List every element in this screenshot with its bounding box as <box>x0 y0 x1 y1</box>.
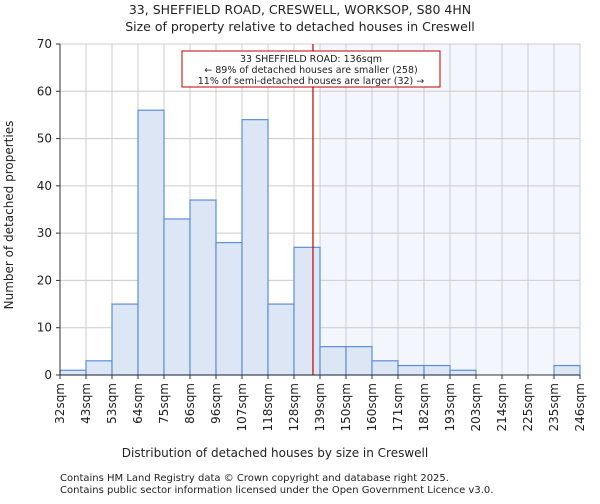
y-tick-label: 70 <box>37 37 52 51</box>
x-tick-label: 43sqm <box>79 383 93 424</box>
x-tick-label: 225sqm <box>521 383 535 431</box>
bar <box>215 242 243 376</box>
chart-title: 33, SHEFFIELD ROAD, CRESWELL, WORKSOP, S… <box>129 2 471 17</box>
bar <box>423 364 451 376</box>
x-tick-label: 139sqm <box>313 383 327 431</box>
bar <box>163 218 191 376</box>
bar <box>345 346 373 376</box>
footer-line1: Contains HM Land Registry data © Crown c… <box>60 473 449 484</box>
x-tick-label: 203sqm <box>469 383 483 431</box>
x-tick-label: 75sqm <box>157 383 171 424</box>
bar <box>111 303 139 376</box>
x-tick-label: 53sqm <box>105 383 119 424</box>
bar <box>85 360 113 376</box>
y-axis-label: Number of detached properties <box>2 121 16 310</box>
x-tick-label: 246sqm <box>573 383 587 431</box>
x-axis-label: Distribution of detached houses by size … <box>122 446 428 460</box>
bar <box>293 246 321 376</box>
annotation-line1: 33 SHEFFIELD ROAD: 136sqm <box>240 54 382 65</box>
y-tick-label: 50 <box>37 132 52 146</box>
annotation-line3: 11% of semi-detached houses are larger (… <box>198 76 425 87</box>
bar <box>449 369 477 376</box>
y-tick-label: 30 <box>37 226 52 240</box>
x-tick-label: 150sqm <box>339 383 353 431</box>
chart-subtitle: Size of property relative to detached ho… <box>125 19 475 34</box>
y-tick-label: 40 <box>37 179 52 193</box>
annotation-box <box>181 50 441 88</box>
bar <box>371 360 399 376</box>
y-tick-label: 0 <box>44 368 52 382</box>
bar <box>267 303 295 376</box>
x-tick-label: 96sqm <box>209 383 223 424</box>
bar <box>553 364 581 376</box>
x-tick-label: 128sqm <box>287 383 301 431</box>
y-tick-label: 60 <box>37 84 52 98</box>
x-tick-label: 214sqm <box>495 383 509 431</box>
x-tick-label: 86sqm <box>183 383 197 424</box>
x-tick-label: 171sqm <box>391 383 405 431</box>
x-tick-label: 32sqm <box>53 383 67 424</box>
footer-line2: Contains public sector information licen… <box>60 485 493 496</box>
x-tick-label: 235sqm <box>547 383 561 431</box>
annotation-line2: ← 89% of detached houses are smaller (25… <box>204 65 417 76</box>
x-tick-label: 118sqm <box>261 383 275 431</box>
x-tick-label: 64sqm <box>131 383 145 424</box>
bar <box>59 369 87 376</box>
bar <box>241 119 269 376</box>
x-tick-label: 193sqm <box>443 383 457 431</box>
bar <box>189 199 217 376</box>
y-tick-label: 20 <box>37 273 52 287</box>
bar <box>319 346 347 376</box>
x-tick-label: 160sqm <box>365 383 379 431</box>
x-tick-label: 182sqm <box>417 383 431 431</box>
y-tick-label: 10 <box>37 321 52 335</box>
bar <box>397 364 425 376</box>
bar <box>137 109 165 376</box>
x-tick-label: 107sqm <box>235 383 249 431</box>
